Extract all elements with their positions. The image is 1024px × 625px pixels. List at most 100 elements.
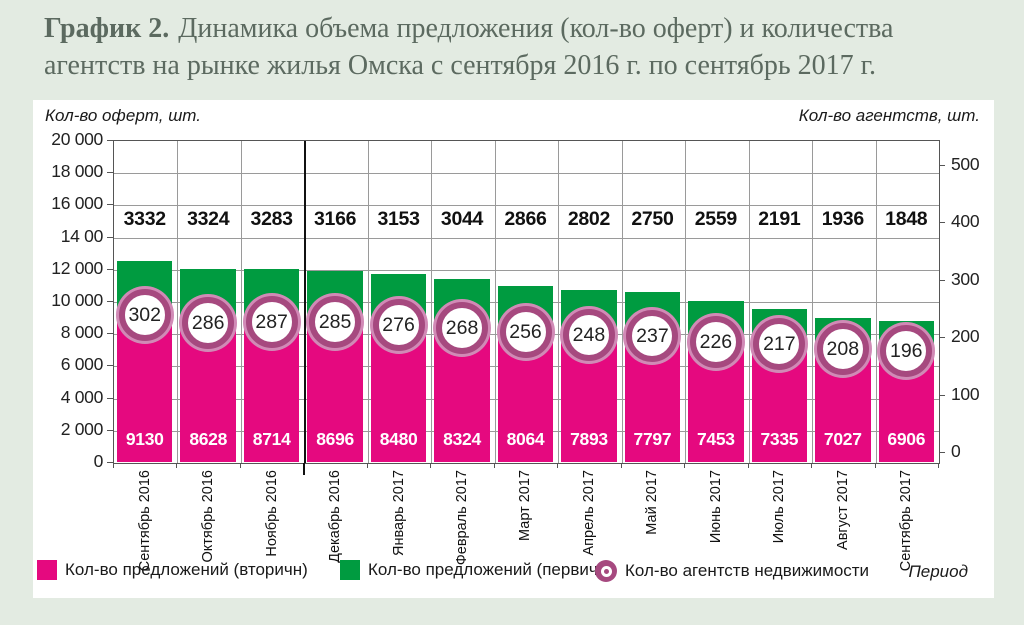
primary-value-label: 3283 bbox=[250, 208, 293, 230]
bottom-axis-tick bbox=[620, 463, 622, 468]
gridline-vertical bbox=[367, 141, 369, 463]
agency-marker: 226 bbox=[689, 316, 742, 368]
x-axis-title: Период bbox=[908, 562, 968, 581]
x-axis-label: Январь 2017 bbox=[390, 470, 407, 556]
x-axis-label: Май 2017 bbox=[644, 470, 661, 535]
bar-value-secondary: 8628 bbox=[189, 429, 228, 449]
left-axis-tick-label: 14 00 bbox=[60, 225, 104, 246]
left-axis-tick-label: 10 000 bbox=[51, 290, 103, 310]
agency-marker: 196 bbox=[880, 325, 933, 377]
right-axis-tick bbox=[939, 452, 945, 453]
bottom-axis-tick bbox=[493, 463, 495, 468]
agency-marker: 302 bbox=[118, 289, 171, 341]
right-axis-tick-label: 500 bbox=[951, 154, 980, 174]
primary-value-label: 2191 bbox=[758, 208, 801, 230]
agency-marker: 256 bbox=[499, 306, 552, 358]
x-axis-label-wrap: Август 2017 bbox=[811, 470, 874, 572]
left-axis-tick-label: 18 000 bbox=[51, 161, 103, 182]
bar-value-secondary: 7797 bbox=[633, 429, 672, 449]
x-axis-label-wrap: Январь 2017 bbox=[367, 470, 430, 572]
bottom-axis-tick bbox=[557, 463, 559, 468]
year-separator-line bbox=[304, 141, 307, 463]
bottom-axis-tick bbox=[113, 463, 114, 468]
right-axis-title: Кол-во агентств, шт. bbox=[798, 106, 980, 125]
x-axis-label-wrap: Май 2017 bbox=[621, 470, 684, 572]
x-axis-label-wrap: Октябрь 2016 bbox=[176, 470, 239, 572]
left-axis-tick bbox=[107, 365, 113, 367]
left-axis-tick bbox=[107, 429, 113, 431]
primary-value-label: 2750 bbox=[631, 208, 674, 230]
gridline-vertical bbox=[812, 141, 814, 463]
x-axis-label-wrap: Ноябрь 2016 bbox=[240, 470, 303, 572]
agency-marker: 286 bbox=[182, 297, 235, 349]
right-axis-tick bbox=[939, 279, 945, 281]
right-axis-tick bbox=[939, 394, 945, 396]
right-axis-tick-label: 300 bbox=[951, 268, 980, 289]
agency-marker: 217 bbox=[753, 318, 806, 370]
right-axis-tick-label: 200 bbox=[951, 326, 980, 347]
left-axis-tick bbox=[107, 204, 113, 206]
gridline-vertical bbox=[431, 141, 433, 463]
right-axis-tick-label: 100 bbox=[951, 383, 980, 404]
left-axis-title: Кол-во оферт, шт. bbox=[45, 106, 202, 125]
right-axis-tick bbox=[939, 337, 945, 339]
bottom-axis-tick bbox=[430, 463, 432, 468]
primary-value-label: 3332 bbox=[123, 208, 166, 230]
agency-marker: 285 bbox=[309, 296, 362, 348]
bottom-axis-tick bbox=[366, 463, 368, 468]
legend-swatch-primary-icon bbox=[340, 560, 360, 580]
x-axis-label-wrap: Сентябрь 2016 bbox=[113, 470, 176, 572]
x-axis-label-wrap: Март 2017 bbox=[494, 470, 557, 572]
bottom-axis-tick bbox=[747, 463, 749, 468]
gridline-horizontal bbox=[114, 237, 939, 239]
left-axis-tick-label: 2 000 bbox=[60, 418, 104, 439]
x-axis-label: Июль 2017 bbox=[771, 470, 788, 544]
agency-marker: 208 bbox=[816, 323, 869, 375]
x-axis-label: Декабрь 2016 bbox=[327, 470, 344, 563]
bar-value-secondary: 8324 bbox=[443, 429, 481, 449]
x-axis-label: Август 2017 bbox=[834, 470, 851, 550]
legend-agency-ring-icon bbox=[595, 560, 617, 582]
legend-item-agencies: Кол-во агентств недвижимости bbox=[595, 560, 869, 582]
left-axis-tick bbox=[107, 236, 113, 238]
bar-value-secondary: 7335 bbox=[760, 429, 799, 449]
bar-value-secondary: 8714 bbox=[252, 429, 291, 449]
primary-value-label: 3166 bbox=[314, 208, 357, 230]
primary-value-label: 3324 bbox=[187, 208, 230, 230]
x-axis-label: Октябрь 2016 bbox=[200, 470, 217, 563]
x-axis-label: Июнь 2017 bbox=[707, 470, 724, 544]
legend-swatch-secondary-icon bbox=[37, 560, 57, 580]
legend-label-agencies: Кол-во агентств недвижимости bbox=[625, 561, 870, 580]
chart-title-prefix: График 2. bbox=[44, 13, 170, 44]
x-axis-label-wrap: Апрель 2017 bbox=[557, 470, 620, 572]
bar-value-secondary: 7453 bbox=[697, 429, 735, 449]
gridline-vertical bbox=[494, 141, 496, 463]
left-axis-tick-label: 8 000 bbox=[60, 322, 104, 343]
right-axis-tick-label: 0 bbox=[951, 441, 961, 461]
primary-value-label: 2802 bbox=[567, 208, 611, 230]
primary-value-label: 2866 bbox=[504, 208, 547, 230]
legend-label-primary: Кол-во предложений (первичн) bbox=[368, 560, 613, 579]
x-axis-label-wrap: Февраль 2017 bbox=[430, 470, 493, 572]
gridline-horizontal bbox=[114, 269, 939, 271]
left-axis-tick-label: 0 bbox=[93, 451, 104, 471]
left-axis-tick-label: 6 000 bbox=[60, 354, 104, 375]
gridline-vertical bbox=[240, 141, 242, 463]
bar-value-secondary: 7027 bbox=[823, 429, 862, 449]
bar-value-secondary: 8480 bbox=[379, 429, 418, 449]
primary-value-label: 3044 bbox=[440, 208, 484, 230]
x-axis-label-wrap: Июль 2017 bbox=[748, 470, 811, 572]
left-axis-tick bbox=[107, 268, 113, 270]
bar-value-secondary: 8064 bbox=[506, 429, 545, 449]
agency-marker: 237 bbox=[626, 310, 679, 362]
x-axis-label: Сентябрь 2017 bbox=[898, 470, 915, 572]
left-axis-tick bbox=[107, 397, 113, 399]
agency-marker: 268 bbox=[436, 302, 489, 354]
bottom-axis-tick bbox=[684, 463, 686, 468]
chart-title-line2: агентств на рынке жилья Омска с сентября… bbox=[44, 50, 876, 81]
left-axis-tick-label: 16 000 bbox=[51, 193, 103, 214]
bar-value-secondary: 7893 bbox=[570, 429, 608, 449]
left-axis-tick bbox=[107, 301, 113, 302]
agency-marker: 248 bbox=[562, 309, 615, 361]
gridline-vertical bbox=[177, 141, 179, 463]
